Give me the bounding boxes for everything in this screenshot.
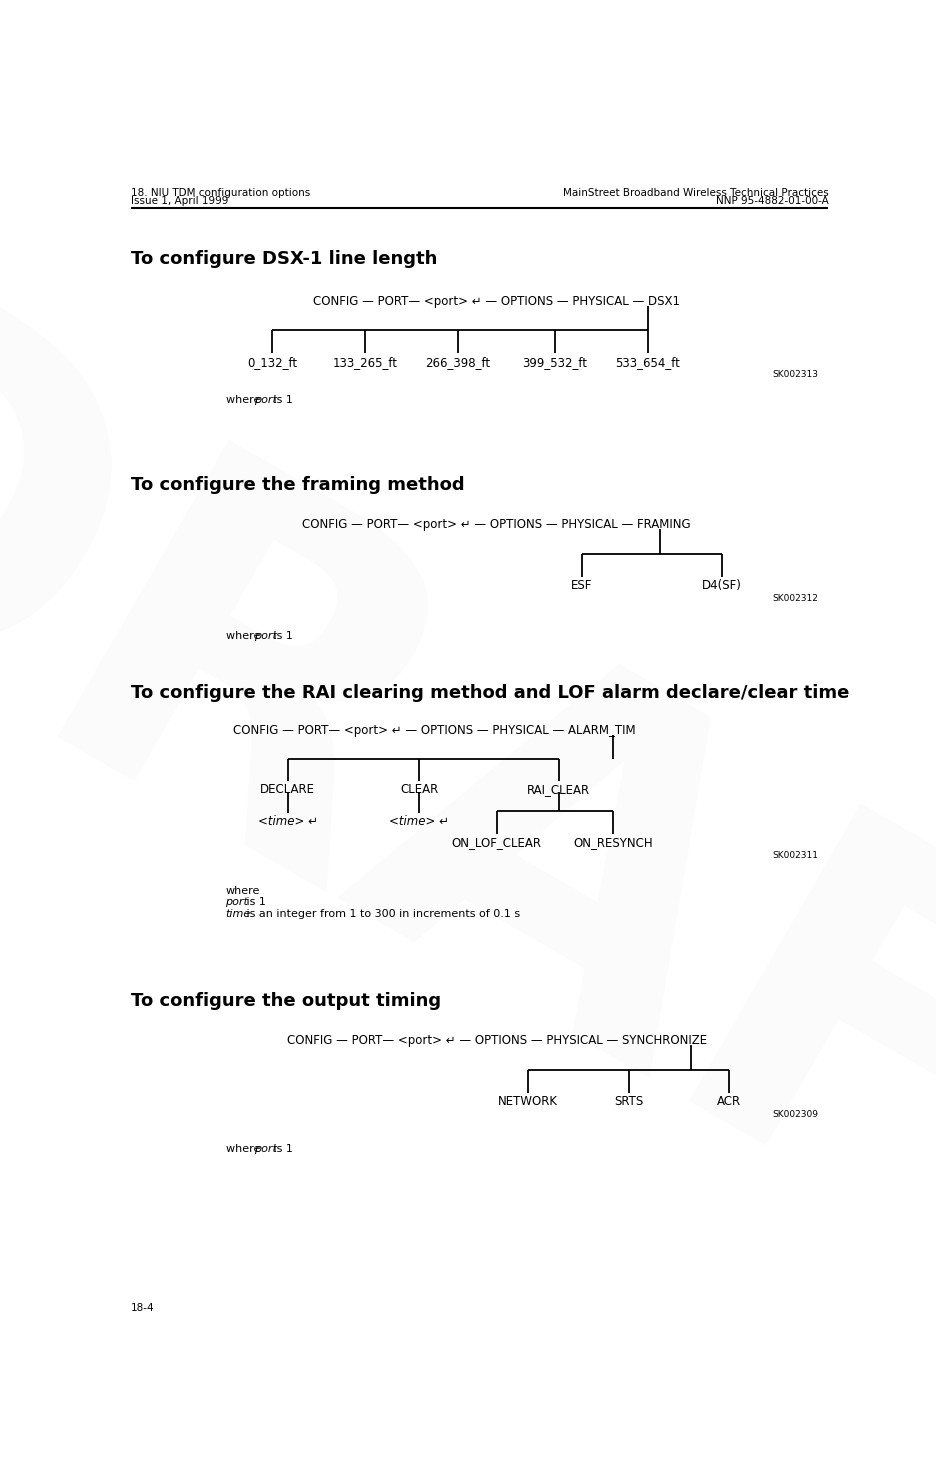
Text: port: port [255,630,277,641]
Text: ON_RESYNCH: ON_RESYNCH [573,837,652,849]
Text: SK002313: SK002313 [772,370,818,379]
Text: 399_532_ft: 399_532_ft [522,356,588,369]
Text: port: port [255,1144,277,1154]
Text: is 1: is 1 [271,396,293,404]
Text: Issue 1, April 1999: Issue 1, April 1999 [131,196,228,207]
Text: To configure the RAI clearing method and LOF alarm declare/clear time: To configure the RAI clearing method and… [131,683,849,701]
Text: 533_654_ft: 533_654_ft [616,356,680,369]
Text: 18-4: 18-4 [131,1303,154,1312]
Text: where: where [226,1144,263,1154]
Text: SK002309: SK002309 [772,1110,818,1119]
Text: ACR: ACR [717,1095,741,1108]
Text: 266_398_ft: 266_398_ft [426,356,490,369]
Text: 18. NIU TDM configuration options: 18. NIU TDM configuration options [131,187,310,198]
Text: CONFIG — PORT— <port> ↵ — OPTIONS — PHYSICAL — SYNCHRONIZE: CONFIG — PORT— <port> ↵ — OPTIONS — PHYS… [286,1035,707,1046]
Text: SK002311: SK002311 [772,850,818,861]
Text: NETWORK: NETWORK [498,1095,558,1108]
Text: To configure the output timing: To configure the output timing [131,992,441,1010]
Text: 133_265_ft: 133_265_ft [332,356,398,369]
Text: time: time [226,909,251,918]
Text: NNP 95-4882-01-00-A: NNP 95-4882-01-00-A [716,196,828,207]
Text: where: where [226,630,263,641]
Text: CONFIG — PORT— <port> ↵ — OPTIONS — PHYSICAL — ALARM_TIM: CONFIG — PORT— <port> ↵ — OPTIONS — PHYS… [233,723,636,737]
Text: where: where [226,396,263,404]
Text: CONFIG — PORT— <port> ↵ — OPTIONS — PHYSICAL — FRAMING: CONFIG — PORT— <port> ↵ — OPTIONS — PHYS… [302,518,691,531]
Text: RAI_CLEAR: RAI_CLEAR [527,784,591,796]
Text: SRTS: SRTS [614,1095,643,1108]
Text: port: port [255,396,277,404]
Text: To configure the framing method: To configure the framing method [131,475,464,494]
Text: is an integer from 1 to 300 in increments of 0.1 s: is an integer from 1 to 300 in increment… [243,909,520,918]
Text: ON_LOF_CLEAR: ON_LOF_CLEAR [452,837,542,849]
Text: MainStreet Broadband Wireless Technical Practices: MainStreet Broadband Wireless Technical … [563,187,828,198]
Text: SK002312: SK002312 [772,593,818,602]
Text: DRAFT: DRAFT [0,232,936,1476]
Text: CLEAR: CLEAR [400,784,438,796]
Text: <time> ↵: <time> ↵ [257,815,317,828]
Text: is 1: is 1 [271,630,293,641]
Text: is 1: is 1 [242,897,266,908]
Text: To configure DSX-1 line length: To configure DSX-1 line length [131,251,437,269]
Text: CONFIG — PORT— <port> ↵ — OPTIONS — PHYSICAL — DSX1: CONFIG — PORT— <port> ↵ — OPTIONS — PHYS… [314,295,680,308]
Text: ESF: ESF [571,579,592,592]
Text: <time> ↵: <time> ↵ [389,815,449,828]
Text: D4(SF): D4(SF) [702,579,741,592]
Text: DECLARE: DECLARE [260,784,315,796]
Text: 0_132_ft: 0_132_ft [247,356,297,369]
Text: where: where [226,886,260,896]
Text: port: port [226,897,248,908]
Text: is 1: is 1 [271,1144,293,1154]
